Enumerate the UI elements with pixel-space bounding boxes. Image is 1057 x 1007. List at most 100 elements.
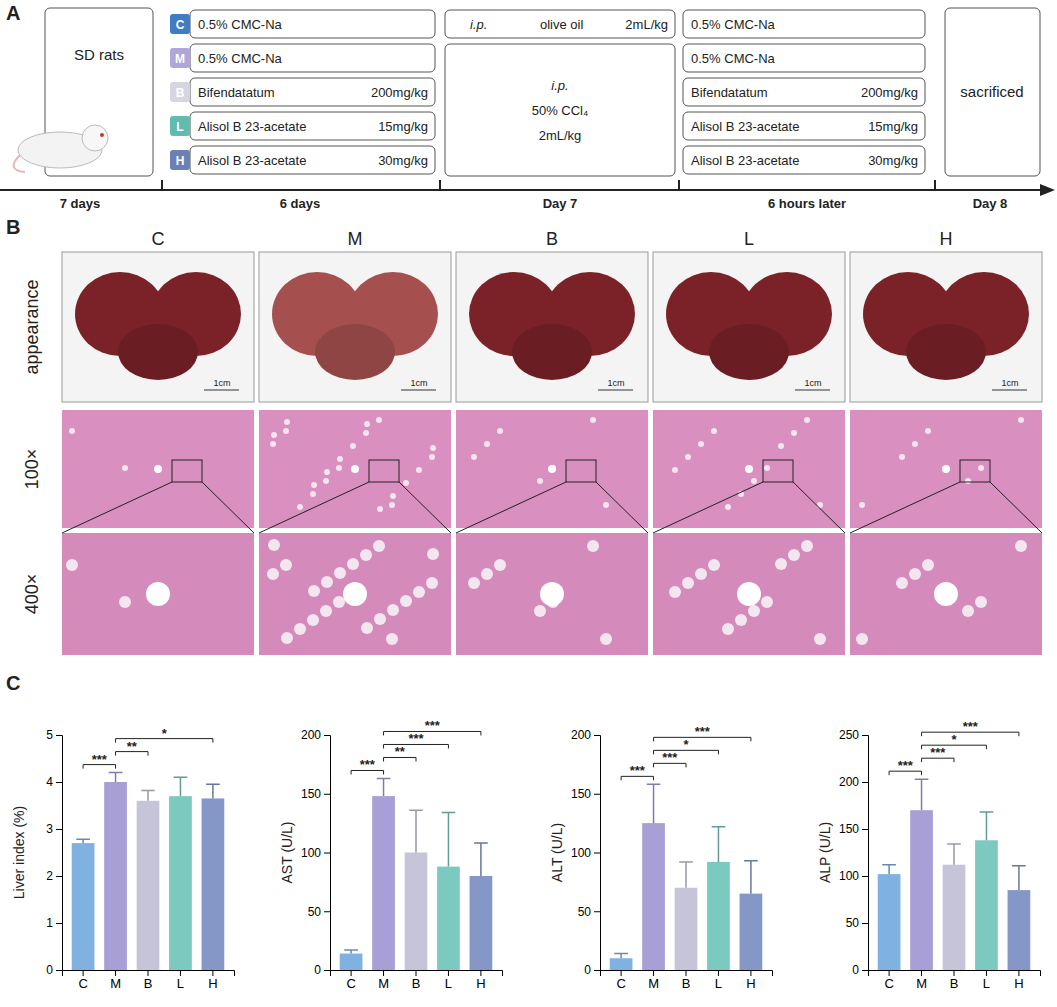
dose: 15mg/kg xyxy=(868,119,918,134)
y-tick-mark xyxy=(324,911,330,912)
histology-400x xyxy=(456,533,648,655)
significance-label: *** xyxy=(662,750,678,765)
y-tick-label: 0 xyxy=(852,963,859,977)
x-tick-label: B xyxy=(412,976,421,991)
end-label: sacrificed xyxy=(960,83,1023,100)
y-tick-label: 5 xyxy=(46,728,53,742)
y-tick-label: 150 xyxy=(571,787,591,801)
significance-label: * xyxy=(951,732,957,747)
x-tick-mark xyxy=(621,970,622,976)
x-tick-mark xyxy=(750,970,751,976)
zoom-box xyxy=(960,460,990,482)
scale-bar-label: 1cm xyxy=(804,378,821,388)
y-tick-mark xyxy=(56,829,62,830)
bar xyxy=(470,876,493,970)
y-tick-label: 100 xyxy=(839,869,859,883)
y-axis: 050100150200250 xyxy=(839,728,869,977)
x-tick-label: L xyxy=(445,976,452,991)
x-tick: B xyxy=(950,970,959,991)
liver-photo xyxy=(259,252,451,402)
y-tick: 250 xyxy=(839,728,868,742)
zoom-box xyxy=(369,460,399,482)
y-tick-mark xyxy=(862,829,868,830)
significance-label: *** xyxy=(92,752,108,767)
error-bar xyxy=(915,779,929,810)
plot-area xyxy=(878,779,1031,970)
x-tick: M xyxy=(378,970,389,991)
x-axis-line xyxy=(63,971,235,977)
error-bar xyxy=(614,954,628,959)
y-tick-label: 250 xyxy=(839,728,859,742)
x-tick: L xyxy=(177,970,184,991)
y-tick-mark xyxy=(324,970,330,971)
error-bar xyxy=(206,784,220,798)
agent: olive oil xyxy=(540,17,583,32)
bar-chart: 050100150200CMBLHALT (U/L)********** xyxy=(549,724,773,991)
x-tick: C xyxy=(346,970,355,991)
significance-label: *** xyxy=(630,763,646,778)
x-tick-mark xyxy=(212,970,213,976)
significance-label: ** xyxy=(127,739,138,754)
bar xyxy=(878,874,901,970)
y-tick: 100 xyxy=(571,846,600,860)
timeline-tick xyxy=(161,180,163,190)
y-tick: 5 xyxy=(46,728,62,742)
route: i.p. xyxy=(470,17,487,32)
zoom-box xyxy=(566,460,596,482)
zoom-line xyxy=(62,482,172,533)
error-bar xyxy=(344,950,358,954)
timeline xyxy=(0,189,1045,191)
x-tick-mark xyxy=(148,970,149,976)
x-axis-line xyxy=(601,971,773,977)
x-axis: CMBLH xyxy=(331,970,503,991)
group-code: H xyxy=(176,154,185,168)
timeline-arrow xyxy=(1040,184,1055,196)
group-code: M xyxy=(175,52,185,66)
x-tick: L xyxy=(445,970,452,991)
significance-label: *** xyxy=(898,758,914,773)
y-axis-line xyxy=(56,736,63,971)
dose: 200mg/kg xyxy=(371,85,428,100)
x-tick-label: L xyxy=(177,976,184,991)
histology-100x xyxy=(62,410,254,528)
drug: 0.5% CMC-Na xyxy=(691,17,776,32)
y-tick-label: 200 xyxy=(839,775,859,789)
x-tick-label: M xyxy=(110,976,121,991)
error-bar xyxy=(76,839,90,843)
rat-icon xyxy=(14,125,108,172)
group-badge xyxy=(170,48,190,68)
group-code: L xyxy=(176,120,183,134)
significance-label: *** xyxy=(425,718,441,733)
zoom-line xyxy=(456,482,566,533)
y-tick-mark xyxy=(862,876,868,877)
x-tick-label: C xyxy=(884,976,893,991)
x-tick-label: B xyxy=(682,976,691,991)
timeline-label: 6 hours later xyxy=(768,196,846,211)
x-tick-mark xyxy=(986,970,987,976)
pretreatment-box xyxy=(190,10,435,38)
y-tick-mark xyxy=(594,794,600,795)
timeline-tick xyxy=(678,180,680,190)
y-tick: 3 xyxy=(46,822,62,836)
zoom-line xyxy=(259,482,369,533)
y-tick-mark xyxy=(56,735,62,736)
significance-label: ** xyxy=(395,744,406,759)
zoom-line xyxy=(793,482,845,533)
error-bar xyxy=(679,862,693,888)
y-tick-mark xyxy=(862,782,868,783)
pretreatment-box xyxy=(190,146,435,174)
y-tick-label: 100 xyxy=(571,846,591,860)
drug: 0.5% CMC-Na xyxy=(198,51,283,66)
y-tick-mark xyxy=(594,853,600,854)
dose: 2mL/kg xyxy=(539,128,582,143)
bar-chart: 012345CMBLHLiver index (%)****** xyxy=(11,726,235,992)
bar xyxy=(707,862,730,970)
drug: Bifendatatum xyxy=(691,85,768,100)
y-tick-label: 50 xyxy=(578,905,592,919)
column-label: C xyxy=(152,229,165,249)
bar xyxy=(340,954,363,970)
histology-400x xyxy=(62,533,254,655)
x-tick: B xyxy=(412,970,421,991)
y-tick-mark xyxy=(862,970,868,971)
y-tick-label: 1 xyxy=(46,916,53,930)
